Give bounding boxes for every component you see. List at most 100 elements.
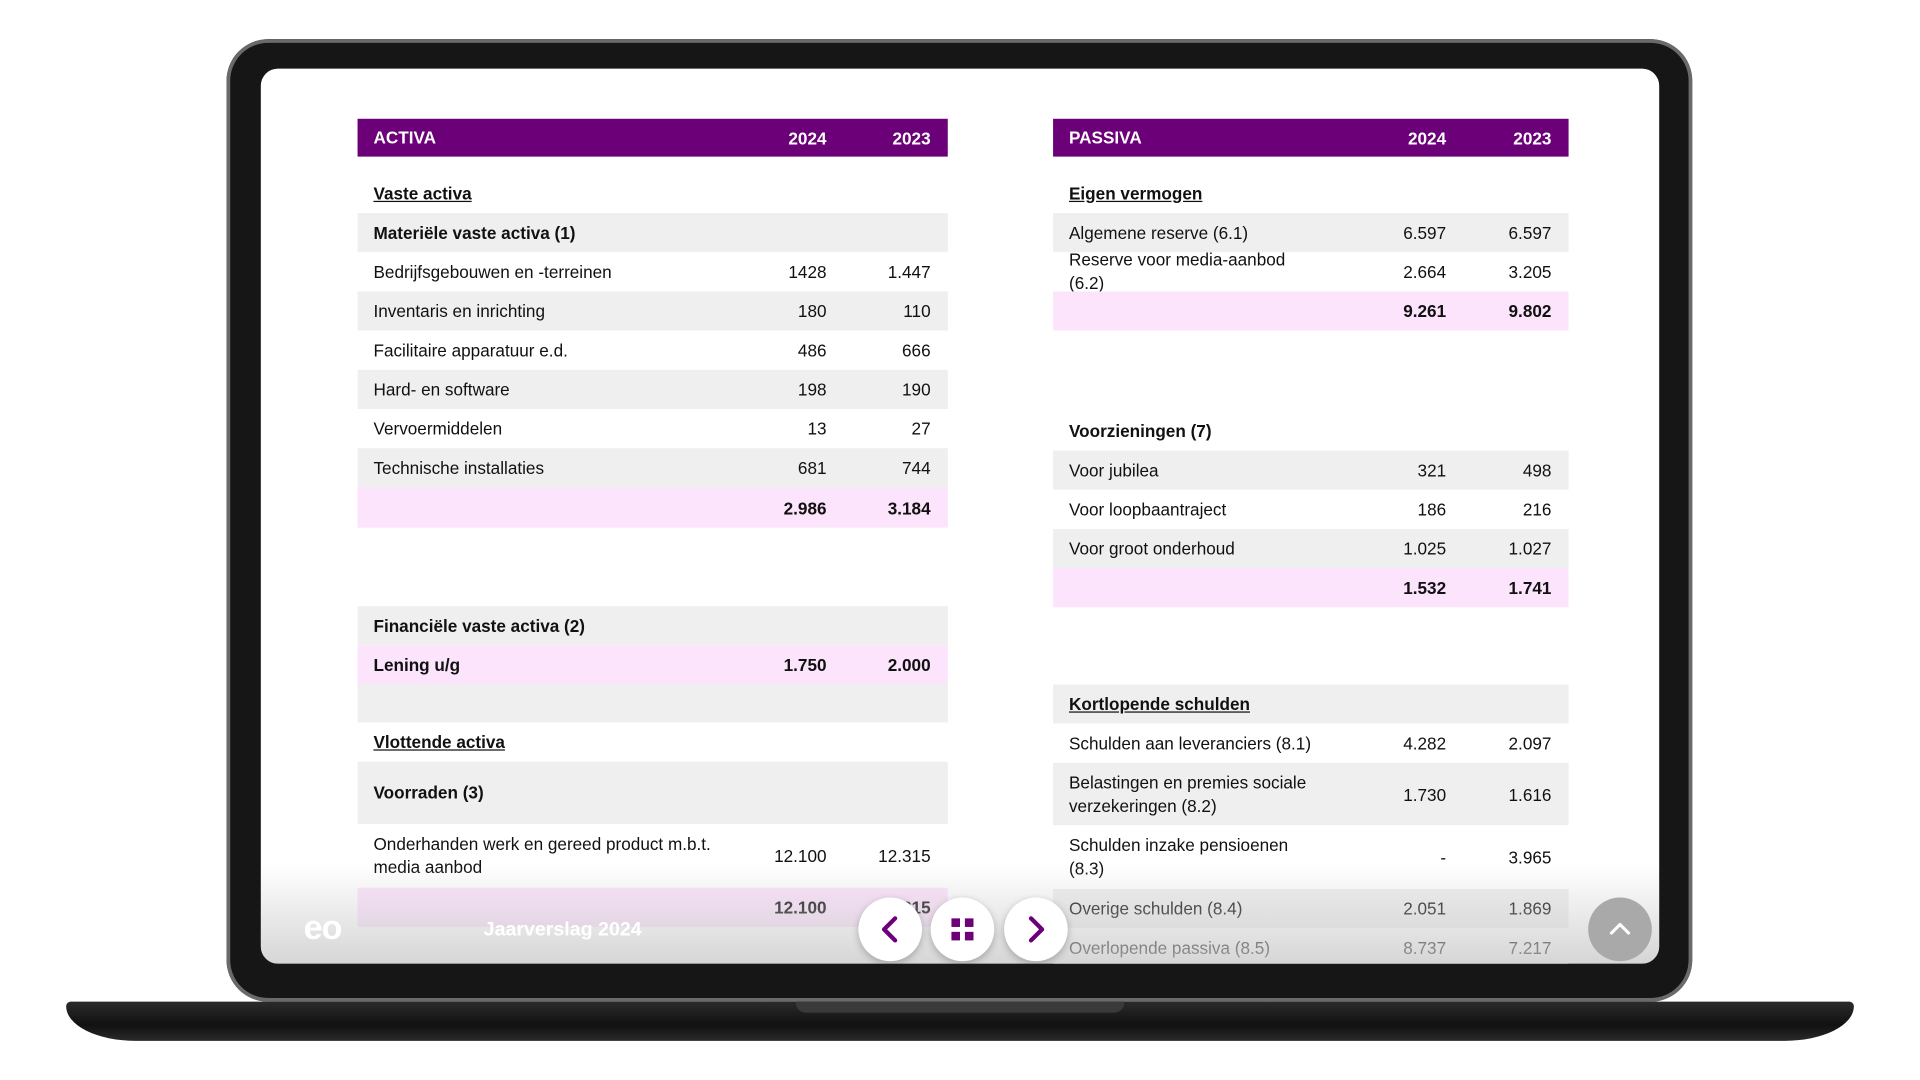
row-label: Financiële vaste activa (2) [373,615,586,635]
row-value: 666 [902,340,931,361]
row-value: 1428 [788,262,827,282]
table-row: Kortlopende schulden [1053,684,1569,724]
row-value: 3.965 [1508,847,1552,867]
row-value: - [1440,847,1447,867]
row-label: Voorraden (3) [373,782,484,803]
table-row: Bedrijfsgebouwen en -terreinen 1428 1.447 [357,252,948,292]
row-value: 2.986 [783,497,827,518]
total-row: 2.986 3.184 [357,487,948,528]
table-row: Financiële vaste activa (2) [357,606,948,646]
row-label: Eigen vermogen [1068,183,1203,203]
table-row: Schulden aan leveranciers (8.1) 4.282 2.09… [1053,723,1569,763]
table-row: Technische installaties 681 744 [357,448,948,488]
row-label: Voor groot onderhoud [1068,538,1235,558]
row-label: Vervoermiddelen [373,418,503,438]
spacer-row [357,527,948,607]
row-label: Inventaris en inrichting [373,300,545,321]
table-row: Voorzieningen (7) [1053,411,1569,451]
spacer-row [357,684,948,723]
row-label: Lening u/g [373,654,461,675]
row-value: 180 [797,301,827,321]
row-value: 2.000 [887,655,931,675]
table-row: Inventaris en inrichting 180 110 [357,291,948,331]
row-label: Technische installaties [373,457,545,477]
table-row: Lening u/g 1.750 2.000 [357,645,948,685]
row-value: 3.184 [887,497,931,518]
row-value: 1.730 [1403,784,1447,804]
header-label: PASSIVA [1068,127,1142,147]
row-value: 1.447 [887,262,931,282]
logo[interactable]: eo [303,908,343,947]
table-row: Voor loopbaantraject 186 216 [1053,489,1569,529]
row-value: 1.741 [1508,577,1552,598]
scroll-top-button[interactable] [1588,897,1652,962]
row-value: 9.802 [1508,301,1552,321]
row-value: 2.664 [1403,262,1447,282]
table-row: Hard- en software 198 190 [357,369,948,409]
row-value: 6.597 [1508,222,1552,243]
row-label: Voor jubilea [1068,459,1159,480]
table-row: Facilitaire apparatuur e.d. 486 666 [357,330,948,370]
row-value: 216 [1522,499,1552,520]
next-button[interactable] [1004,897,1068,962]
table-row: Voorraden (3) [357,761,948,825]
row-value: 321 [1417,460,1447,481]
row-value: 1.532 [1403,577,1447,598]
row-value: 681 [797,457,827,478]
row-label: Materiële vaste activa (1) [373,222,576,242]
row-value: 12.100 [774,846,827,866]
table-row: Vervoermiddelen 13 27 [357,408,948,449]
row-value: 186 [1417,499,1447,520]
next-icon [1028,916,1045,943]
row-value: 13 [807,418,827,439]
row-label: Voor loopbaantraject [1068,498,1227,519]
prev-button[interactable] [858,897,923,962]
table-row: Reserve voor media-aanbod (6.2) 2.664 3.20… [1053,250,1569,293]
row-label: Reserve voor media-aanbod (6.2) [1068,249,1286,293]
total-row: 9.261 9.802 [1053,291,1569,331]
total-row: 1.532 1.741 [1053,568,1569,608]
spacer-row [357,156,948,174]
up-icon [1609,922,1631,935]
table-row: Vlottende activa [357,722,948,762]
table-row: Voor groot onderhoud 1.025 1.027 [1053,528,1569,569]
row-label: Facilitaire apparatuur e.d. [373,339,568,360]
row-label: Vlottende activa [373,731,505,752]
row-value: 1.027 [1508,538,1552,559]
header-year: 2023 [892,127,931,148]
table-row: Vaste activa [357,173,948,214]
row-value: 498 [1522,460,1552,481]
table-row: Belastingen en premies sociale verzekeri… [1053,762,1569,826]
table-row: Voor jubilea 321 498 [1053,450,1569,490]
row-value: 6.597 [1403,222,1447,243]
grid-button[interactable] [930,897,995,962]
spacer-row [1053,607,1569,685]
table-header: PASSIVA 2024 2023 [1053,118,1569,157]
prev-icon [881,916,898,943]
row-label: Algemene reserve (6.1) [1068,222,1249,242]
table-row: Materiële vaste activa (1) [357,213,948,253]
report-title: Jaarverslag 2024 [483,919,642,941]
row-value: 2.097 [1508,733,1552,754]
row-label: Voorzieningen (7) [1068,420,1212,441]
row-value: 3.205 [1508,262,1552,282]
row-value: 1.750 [783,655,827,675]
header-year: 2024 [788,127,827,148]
row-label: Hard- en software [373,378,510,399]
row-value: 486 [797,340,827,361]
row-value: 12.315 [878,846,931,866]
laptop-notch [795,1001,1125,1013]
row-value: 190 [902,379,931,400]
row-value: 1.025 [1403,538,1447,559]
row-value: 198 [797,379,827,400]
spacer-row [1053,156,1569,174]
row-label: Vaste activa [373,183,472,203]
header-label: ACTIVA [373,127,437,147]
row-value: 744 [902,457,931,478]
row-label: Belastingen en premies sociale verzekeri… [1068,772,1307,815]
table-header: ACTIVA 2024 2023 [357,118,948,157]
table-row: Eigen vermogen [1053,173,1569,214]
row-value: 27 [911,418,931,439]
